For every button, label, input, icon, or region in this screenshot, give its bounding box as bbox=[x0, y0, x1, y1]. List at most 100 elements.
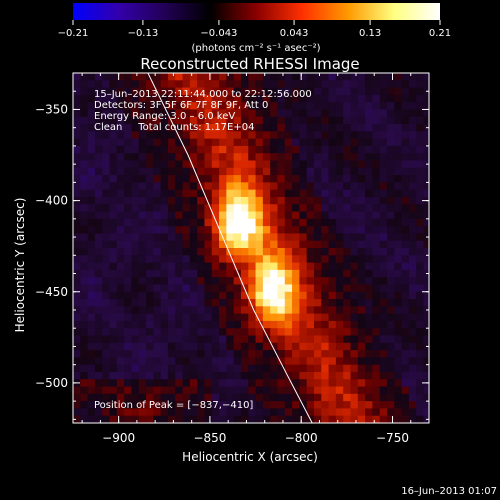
heatmap-cell bbox=[277, 160, 286, 169]
heatmap-cell bbox=[401, 393, 410, 402]
heatmap-cell bbox=[211, 226, 220, 235]
heatmap-cell bbox=[124, 175, 133, 183]
heatmap-cell bbox=[299, 328, 308, 337]
heatmap-cell bbox=[328, 328, 337, 337]
heatmap-cell bbox=[379, 291, 388, 300]
heatmap-cell bbox=[248, 320, 257, 329]
heatmap-cell bbox=[219, 299, 227, 307]
heatmap-cell bbox=[299, 320, 308, 329]
heatmap-cell bbox=[255, 313, 264, 322]
heatmap-cell bbox=[167, 94, 176, 103]
heatmap-cell bbox=[292, 153, 300, 162]
heatmap-cell bbox=[372, 226, 381, 235]
heatmap-cell bbox=[379, 269, 388, 278]
heatmap-cell bbox=[292, 313, 300, 322]
heatmap-cell bbox=[328, 138, 337, 147]
heatmap-cell bbox=[226, 196, 235, 205]
heatmap-cell bbox=[226, 342, 235, 351]
heatmap-cell bbox=[313, 255, 322, 264]
heatmap-cell bbox=[109, 284, 118, 293]
heatmap-cell bbox=[365, 196, 374, 205]
heatmap-cell bbox=[124, 80, 133, 89]
heatmap-cell bbox=[197, 73, 206, 81]
heatmap-cell bbox=[306, 94, 315, 103]
heatmap-cell bbox=[401, 109, 410, 118]
heatmap-cell bbox=[313, 371, 322, 380]
heatmap-cell bbox=[204, 167, 213, 176]
heatmap-cell bbox=[292, 196, 300, 205]
heatmap-cell bbox=[189, 153, 198, 162]
heatmap-cell bbox=[211, 299, 220, 307]
heatmap-cell bbox=[102, 102, 111, 111]
heatmap-cell bbox=[416, 284, 425, 293]
heatmap-cell bbox=[277, 401, 286, 410]
heatmap-cell bbox=[343, 211, 352, 220]
heatmap-cell bbox=[372, 145, 381, 154]
heatmap-cell bbox=[182, 350, 191, 358]
heatmap-cell bbox=[197, 299, 206, 307]
heatmap-cell bbox=[204, 211, 213, 220]
heatmap-cell bbox=[109, 116, 118, 125]
heatmap-cell bbox=[153, 233, 162, 242]
y-tick-label: −500 bbox=[35, 376, 68, 390]
heatmap-cell bbox=[292, 328, 300, 337]
heatmap-cell bbox=[387, 269, 395, 278]
heatmap-cell bbox=[270, 153, 279, 162]
heatmap-cell bbox=[343, 277, 352, 286]
heatmap-cell bbox=[350, 248, 359, 256]
heatmap-cell bbox=[189, 102, 198, 111]
heatmap-cell bbox=[87, 379, 96, 388]
heatmap-cell bbox=[94, 364, 103, 373]
heatmap-cell bbox=[167, 299, 176, 307]
heatmap-cell bbox=[328, 379, 337, 388]
heatmap-cell bbox=[335, 269, 344, 278]
heatmap-cell bbox=[408, 393, 417, 402]
heatmap-cell bbox=[233, 350, 242, 358]
heatmap-cell bbox=[109, 255, 118, 264]
heatmap-cell bbox=[146, 124, 154, 132]
heatmap-cell bbox=[175, 116, 184, 125]
heatmap-cell bbox=[153, 262, 162, 271]
heatmap-cell bbox=[357, 386, 366, 395]
heatmap-cell bbox=[408, 80, 417, 89]
heatmap-cell bbox=[226, 313, 235, 322]
heatmap-cell bbox=[313, 160, 322, 169]
heatmap-cell bbox=[350, 299, 359, 307]
heatmap-cell bbox=[277, 269, 286, 278]
heatmap-cell bbox=[431, 124, 439, 132]
heatmap-cell bbox=[73, 204, 81, 213]
heatmap-cell bbox=[131, 218, 140, 227]
heatmap-cell bbox=[131, 277, 140, 286]
heatmap-cell bbox=[365, 393, 374, 402]
heatmap-cell bbox=[262, 306, 271, 315]
heatmap-cell bbox=[197, 269, 206, 278]
heatmap-cell bbox=[372, 269, 381, 278]
heatmap-cell bbox=[335, 248, 344, 256]
heatmap-cell bbox=[387, 371, 395, 380]
heatmap-cell bbox=[175, 102, 184, 111]
heatmap-cell bbox=[416, 328, 425, 337]
heatmap-cell bbox=[394, 328, 403, 337]
heatmap-cell bbox=[124, 313, 133, 322]
heatmap-cell bbox=[292, 124, 300, 132]
heatmap-cell bbox=[408, 269, 417, 278]
heatmap-cell bbox=[80, 262, 89, 271]
heatmap-cell bbox=[431, 299, 439, 307]
heatmap-cell bbox=[102, 284, 111, 293]
heatmap-cell bbox=[335, 160, 344, 169]
heatmap-cell bbox=[379, 138, 388, 147]
heatmap-cell bbox=[167, 87, 176, 96]
heatmap-cell bbox=[197, 102, 206, 111]
heatmap-cell bbox=[87, 255, 96, 264]
heatmap-cell bbox=[365, 116, 374, 125]
heatmap-cell bbox=[263, 423, 271, 431]
heatmap-cell bbox=[408, 248, 417, 256]
heatmap-cell bbox=[102, 204, 111, 213]
heatmap-cell bbox=[423, 218, 429, 227]
heatmap-cell bbox=[387, 350, 395, 358]
annotation-clean-counts: Clean Total counts: 1.17E+04 bbox=[94, 122, 254, 133]
heatmap-cell bbox=[182, 371, 191, 380]
heatmap-cell bbox=[343, 189, 352, 198]
heatmap-cell bbox=[343, 153, 352, 162]
heatmap-cell bbox=[175, 415, 184, 423]
